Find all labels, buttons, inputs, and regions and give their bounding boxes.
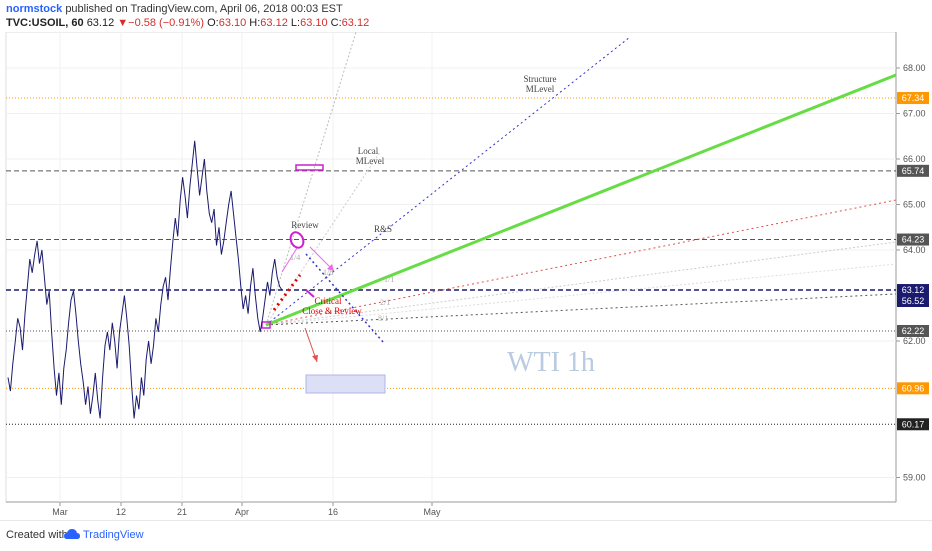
- symbol-line: TVC:USOIL, 60 63.12 ▼−0.58 (−0.91%) O:63…: [6, 16, 926, 31]
- grid-lines: [6, 32, 896, 502]
- price-level-label: 65.74: [902, 166, 925, 176]
- plot-area[interactable]: [5, 32, 897, 503]
- price-level-label: 64.23: [902, 235, 925, 245]
- arrow-review-left: [281, 247, 298, 273]
- annotation-critical: Critical: [315, 296, 342, 306]
- fan-line-grey-1: [265, 241, 897, 326]
- open-value: 63.10: [218, 17, 247, 29]
- y-tick-label: 64.00: [903, 245, 926, 255]
- time-axis-labels: Mar 12 21 Apr 16 May: [52, 502, 441, 517]
- watermark-text: WTI 1h: [507, 347, 595, 378]
- price-level-tag: [897, 164, 929, 177]
- low-label: L:: [290, 17, 301, 29]
- y-tick-label: 66.00: [903, 154, 926, 164]
- fan-line-grey-2: [265, 263, 897, 326]
- x-tick-label: Apr: [235, 507, 249, 517]
- price-levels: [6, 97, 896, 425]
- annotation-structure: Structure: [524, 74, 557, 84]
- last-price: 63.12: [86, 17, 115, 29]
- arrows: [281, 246, 335, 363]
- x-tick-label: May: [423, 507, 441, 517]
- close-label: C:: [330, 17, 342, 29]
- x-tick-label: Mar: [52, 507, 68, 517]
- tradingview-logo[interactable]: TradingView: [64, 529, 144, 541]
- price-level-label: 67.34: [902, 93, 925, 103]
- open-label: O:: [207, 17, 219, 29]
- fan-line-dark: [265, 293, 897, 326]
- arrowhead-down-icon: [312, 355, 318, 362]
- y-tick-label: 59.00: [903, 473, 926, 483]
- price-change: −0.58 (−0.91%): [128, 17, 205, 29]
- price-level-label: 62.22: [902, 326, 925, 336]
- local-mlevel-marker[interactable]: [295, 164, 324, 171]
- annotations: Structure MLevel Local MLevel R&S Review…: [290, 74, 557, 323]
- price-level-tag: [897, 92, 929, 105]
- y-tick-label: 68.00: [903, 63, 926, 73]
- high-label: H:: [249, 17, 261, 29]
- cloud-icon: [64, 529, 80, 539]
- x-tick-label: 12: [116, 507, 126, 517]
- pivot-marker[interactable]: [261, 321, 271, 329]
- high-value: 63.12: [260, 17, 288, 29]
- publish-line: normstock published on TradingView.com, …: [6, 2, 926, 16]
- symbol-name[interactable]: TVC:USOIL, 60: [6, 17, 84, 29]
- annotation-close-review: Close & Review: [302, 306, 362, 316]
- low-value: 63.10: [300, 17, 328, 29]
- chart-header: normstock published on TradingView.com, …: [6, 2, 926, 32]
- annotation-local: Local: [358, 146, 379, 156]
- price-chart[interactable]: WTI 1h Structure MLevel Local MLevel R&S: [0, 32, 932, 520]
- x-tick-label: 21: [177, 507, 187, 517]
- price-level-label: 63.12: [902, 285, 925, 295]
- annotation-review: Review: [291, 220, 319, 230]
- published-text: published on TradingView.com, April 06, …: [65, 3, 343, 15]
- arrowhead-icon: [327, 264, 334, 271]
- fan-line-structure: [265, 36, 631, 326]
- fan-line-grey-3: [265, 151, 381, 326]
- red-projection: [272, 274, 302, 311]
- price-level-label: 60.96: [902, 383, 925, 393]
- close-value: 63.12: [341, 17, 370, 29]
- green-trend-line[interactable]: [265, 73, 897, 327]
- price-level-tag: [897, 418, 929, 431]
- y-tick-label: 62.00: [903, 336, 926, 346]
- target-box[interactable]: [305, 374, 386, 394]
- price-level-tag: [897, 324, 929, 337]
- fan-line-red: [265, 199, 897, 326]
- critical-marker: [305, 289, 315, 298]
- x-tick-label: 16: [328, 507, 338, 517]
- price-level-tag: [897, 382, 929, 395]
- author-link[interactable]: normstock: [6, 3, 63, 15]
- fan-lines: [265, 32, 897, 326]
- annotation-local-mlevel: MLevel: [356, 156, 385, 166]
- ratio-1-1: 1/1: [384, 275, 394, 284]
- annotation-rs: R&S: [374, 224, 392, 234]
- ratio-1-8: 1/8: [323, 268, 333, 277]
- ratio-8-1: 8/1: [378, 314, 388, 323]
- price-axis-labels: 68.00 67.00 66.00 65.00 64.00 62.00 59.00: [896, 63, 926, 483]
- ratio-1-4: 1/4: [290, 253, 300, 262]
- review-marker[interactable]: [288, 230, 306, 250]
- extra-axis-label: 56.52: [902, 296, 925, 306]
- price-level-tag: [897, 233, 929, 246]
- down-arrow-icon: ▼: [117, 17, 129, 29]
- footer: Created with TradingView: [0, 520, 932, 551]
- y-tick-label: 67.00: [903, 109, 926, 119]
- ratio-2-1: 2/1: [380, 298, 390, 307]
- fan-line-steep: [265, 32, 357, 326]
- extra-axis-tag: [897, 295, 929, 307]
- y-tick-label: 65.00: [903, 200, 926, 210]
- price-level-labels: 67.34 65.74 64.23 63.12 62.22 60.96 60.17 56.52: [897, 92, 929, 431]
- price-level-label: 60.17: [902, 419, 925, 429]
- annotation-structure-mlevel: MLevel: [526, 84, 555, 94]
- brand-name: TradingView: [83, 529, 144, 541]
- created-with-text: Created with: [6, 529, 68, 541]
- price-series-line[interactable]: [7, 140, 283, 419]
- price-level-tag: [897, 284, 929, 297]
